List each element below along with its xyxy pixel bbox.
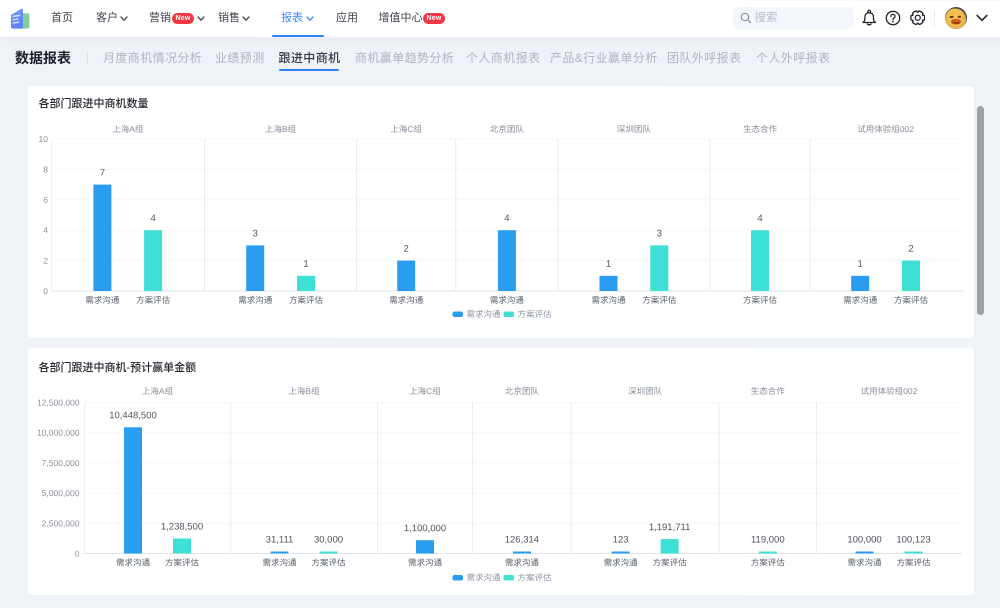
svg-text:方案评估: 方案评估	[896, 557, 931, 567]
svg-text:方案评估: 方案评估	[289, 295, 324, 305]
svg-text:深圳团队: 深圳团队	[628, 386, 663, 396]
svg-text:需求沟通: 需求沟通	[408, 557, 443, 567]
svg-text:2: 2	[43, 256, 48, 266]
svg-text:北京团队: 北京团队	[490, 124, 525, 134]
svg-text:6: 6	[43, 195, 48, 205]
svg-text:4: 4	[43, 225, 48, 235]
svg-text:3: 3	[253, 228, 258, 239]
svg-text:5,000,000: 5,000,000	[42, 488, 80, 498]
svg-text:2: 2	[404, 244, 409, 255]
svg-text:方案评估: 方案评估	[165, 557, 200, 567]
svg-text:试用体验组002: 试用体验组002	[857, 124, 914, 134]
svg-text:1,191,711: 1,191,711	[649, 522, 691, 533]
svg-text:上海A组: 上海A组	[112, 124, 144, 134]
svg-text:方案评估: 方案评估	[743, 295, 778, 305]
svg-text:1: 1	[303, 259, 308, 270]
svg-text:30,000: 30,000	[314, 534, 343, 545]
svg-text:方案评估: 方案评估	[894, 295, 929, 305]
svg-text:1: 1	[606, 259, 611, 270]
svg-text:需求沟通: 需求沟通	[116, 557, 151, 567]
svg-text:北京团队: 北京团队	[505, 386, 540, 396]
svg-text:1,100,000: 1,100,000	[404, 523, 446, 534]
svg-text:8: 8	[43, 164, 48, 174]
svg-text:需求沟通: 需求沟通	[591, 295, 626, 305]
svg-text:需求沟通: 需求沟通	[490, 295, 525, 305]
svg-text:0: 0	[43, 286, 48, 296]
svg-text:需求沟通: 需求沟通	[85, 295, 120, 305]
svg-text:2: 2	[908, 244, 913, 255]
svg-text:4: 4	[504, 213, 509, 224]
svg-text:2,500,000: 2,500,000	[42, 518, 80, 528]
svg-text:方案评估: 方案评估	[642, 295, 677, 305]
svg-text:4: 4	[757, 213, 762, 224]
svg-text:126,314: 126,314	[505, 534, 539, 545]
svg-text:4: 4	[150, 213, 155, 224]
svg-text:1: 1	[858, 259, 863, 270]
svg-text:需求沟通: 需求沟通	[843, 295, 878, 305]
svg-text:需求沟通: 需求沟通	[262, 557, 297, 567]
svg-text:12,500,000: 12,500,000	[37, 397, 80, 407]
svg-text:1,238,500: 1,238,500	[161, 521, 203, 532]
svg-text:0: 0	[75, 548, 80, 558]
svg-text:上海A组: 上海A组	[142, 386, 174, 396]
svg-text:需求沟通: 需求沟通	[466, 309, 501, 319]
svg-text:123: 123	[613, 534, 629, 545]
svg-text:10,000,000: 10,000,000	[37, 428, 80, 438]
svg-text:7: 7	[100, 168, 105, 179]
svg-text:方案评估: 方案评估	[751, 557, 786, 567]
svg-text:3: 3	[657, 228, 662, 239]
svg-text:生态合作: 生态合作	[751, 386, 786, 396]
svg-text:方案评估: 方案评估	[517, 309, 552, 319]
svg-text:7,500,000: 7,500,000	[42, 458, 80, 468]
svg-text:100,123: 100,123	[896, 534, 930, 545]
svg-text:需求沟通: 需求沟通	[847, 557, 882, 567]
svg-text:需求沟通: 需求沟通	[389, 295, 424, 305]
svg-text:方案评估: 方案评估	[136, 295, 171, 305]
svg-text:上海C组: 上海C组	[390, 124, 422, 134]
svg-text:上海B组: 上海B组	[265, 124, 297, 134]
svg-text:31,111: 31,111	[266, 534, 294, 545]
svg-text:119,000: 119,000	[751, 534, 785, 545]
svg-text:方案评估: 方案评估	[517, 573, 552, 583]
svg-text:需求沟通: 需求沟通	[604, 557, 639, 567]
svg-text:10: 10	[39, 134, 49, 144]
svg-text:10,448,500: 10,448,500	[109, 410, 157, 421]
svg-text:生态合作: 生态合作	[743, 124, 778, 134]
svg-text:试用体验组002: 试用体验组002	[861, 386, 918, 396]
svg-text:方案评估: 方案评估	[311, 557, 346, 567]
svg-text:需求沟通: 需求沟通	[505, 557, 540, 567]
svg-text:上海B组: 上海B组	[288, 386, 320, 396]
svg-text:方案评估: 方案评估	[653, 557, 688, 567]
svg-text:上海C组: 上海C组	[409, 386, 441, 396]
svg-text:深圳团队: 深圳团队	[617, 124, 652, 134]
svg-text:100,000: 100,000	[847, 534, 881, 545]
svg-text:需求沟通: 需求沟通	[466, 573, 501, 583]
svg-text:需求沟通: 需求沟通	[238, 295, 273, 305]
